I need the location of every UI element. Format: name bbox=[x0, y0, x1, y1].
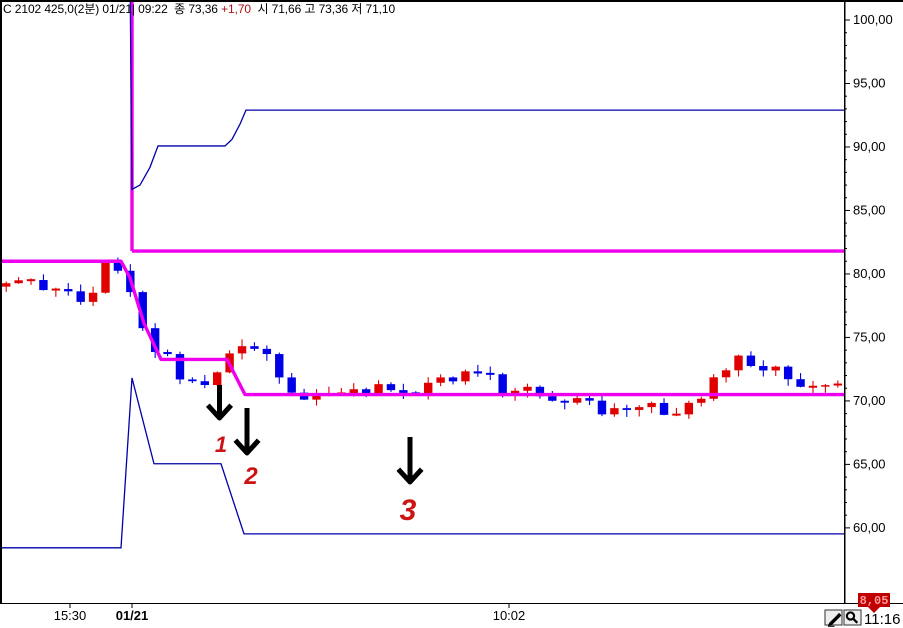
svg-text:100,00: 100,00 bbox=[853, 12, 893, 27]
svg-text:8,05: 8,05 bbox=[860, 594, 889, 608]
svg-text:2: 2 bbox=[243, 463, 258, 490]
svg-text:65,00: 65,00 bbox=[853, 456, 886, 471]
svg-text:1: 1 bbox=[215, 432, 227, 457]
svg-text:15:30: 15:30 bbox=[54, 608, 87, 623]
svg-text:75,00: 75,00 bbox=[853, 329, 886, 344]
svg-text:60,00: 60,00 bbox=[853, 520, 886, 535]
svg-text:70,00: 70,00 bbox=[853, 393, 886, 408]
svg-text:10:02: 10:02 bbox=[493, 608, 526, 623]
svg-text:95,00: 95,00 bbox=[853, 75, 886, 90]
svg-text:01/21: 01/21 bbox=[116, 608, 149, 623]
svg-text:80,00: 80,00 bbox=[853, 266, 886, 281]
svg-text:3: 3 bbox=[400, 494, 417, 527]
svg-text:90,00: 90,00 bbox=[853, 139, 886, 154]
svg-text:85,00: 85,00 bbox=[853, 202, 886, 217]
svg-text:11:16: 11:16 bbox=[864, 611, 900, 628]
